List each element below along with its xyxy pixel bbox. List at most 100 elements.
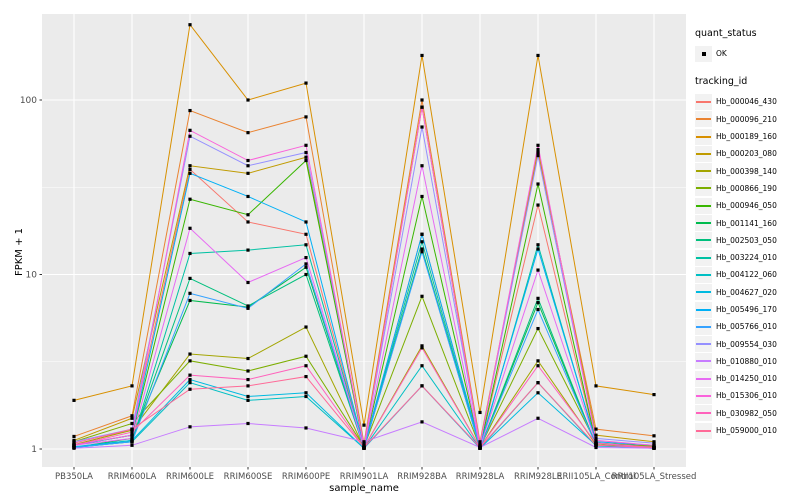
data-point bbox=[362, 423, 366, 427]
data-point bbox=[536, 154, 540, 158]
legend-key-line-icon bbox=[695, 301, 712, 318]
data-point bbox=[478, 410, 482, 415]
data-point bbox=[188, 23, 192, 27]
x-tick-label: RRIM600SE bbox=[224, 472, 273, 482]
data-point bbox=[188, 108, 192, 113]
data-point bbox=[130, 427, 134, 431]
legend-key-line-icon bbox=[695, 422, 712, 439]
x-tick-label: RRIM928LA bbox=[456, 472, 505, 482]
legend-entry-Hb_001141_160: Hb_001141_160 bbox=[695, 214, 798, 232]
x-tick-label: RRII105LA_Control bbox=[557, 472, 636, 482]
data-point bbox=[536, 364, 540, 368]
legend-title-tracking-id: tracking_id bbox=[695, 76, 748, 88]
legend-entry-Hb_000046_430: Hb_000046_430 bbox=[695, 93, 798, 110]
legend-key-line-icon bbox=[695, 370, 712, 387]
data-point bbox=[130, 421, 134, 426]
data-point bbox=[536, 326, 540, 331]
legend-entry-label: Hb_003224_010 bbox=[716, 253, 777, 263]
data-point bbox=[188, 164, 192, 168]
data-point bbox=[536, 296, 540, 300]
data-point bbox=[304, 374, 308, 379]
data-point bbox=[420, 420, 424, 424]
data-point bbox=[304, 325, 308, 329]
data-point bbox=[130, 414, 134, 418]
x-tick-label: RRIM901LA bbox=[340, 472, 389, 482]
data-point bbox=[304, 143, 308, 147]
data-point bbox=[594, 436, 598, 441]
data-point bbox=[246, 164, 250, 168]
data-point bbox=[130, 416, 134, 420]
series-color-line-icon bbox=[696, 118, 711, 121]
legend-key-line-icon bbox=[695, 318, 712, 335]
legend-entry-label: Hb_000096_210 bbox=[716, 114, 777, 124]
series-color-line-icon bbox=[696, 291, 711, 294]
data-point bbox=[304, 426, 308, 430]
legend-entry-label: Hb_000046_430 bbox=[716, 97, 777, 107]
legend-entry-Hb_000096_210: Hb_000096_210 bbox=[695, 111, 798, 128]
data-point bbox=[188, 381, 192, 385]
data-point bbox=[536, 307, 540, 312]
series-color-line-icon bbox=[696, 343, 711, 346]
series-color-line-icon bbox=[696, 394, 711, 397]
data-point bbox=[188, 251, 192, 256]
legend-entry-Hb_000946_050: Hb_000946_050 bbox=[695, 197, 798, 214]
data-point bbox=[188, 197, 192, 201]
data-point bbox=[420, 194, 424, 199]
data-point bbox=[188, 128, 192, 132]
data-point bbox=[72, 446, 76, 450]
series-color-line-icon bbox=[696, 222, 711, 225]
legend-entry-Hb_005766_010: Hb_005766_010 bbox=[695, 318, 798, 335]
legend-entry-Hb_005496_170: Hb_005496_170 bbox=[695, 301, 798, 318]
data-point bbox=[188, 373, 192, 377]
legend-key-line-icon bbox=[695, 387, 712, 404]
data-point bbox=[188, 226, 192, 230]
data-point bbox=[246, 304, 250, 308]
legend-entry-label: Hb_000946_050 bbox=[716, 201, 777, 211]
x-axis-title: sample_name bbox=[329, 483, 399, 494]
data-point bbox=[594, 438, 598, 443]
legend: quant_status OK tracking_id Hb_000046_43… bbox=[695, 28, 798, 453]
data-point bbox=[246, 356, 250, 361]
data-point bbox=[72, 398, 76, 402]
legend-key-line-icon bbox=[695, 405, 712, 422]
data-point bbox=[246, 377, 250, 382]
data-point bbox=[246, 398, 250, 402]
legend-key-line-icon bbox=[695, 93, 712, 110]
data-point bbox=[594, 443, 598, 447]
data-point bbox=[420, 98, 424, 102]
data-point bbox=[246, 213, 250, 217]
data-point bbox=[536, 143, 540, 147]
y-tick-label: 1 bbox=[31, 445, 37, 455]
legend-entry-label: Hb_015306_010 bbox=[716, 391, 777, 401]
legend-key-line-icon bbox=[695, 163, 712, 180]
data-point bbox=[304, 265, 308, 269]
data-point bbox=[594, 427, 598, 431]
data-point bbox=[478, 440, 482, 444]
data-point bbox=[362, 445, 366, 450]
data-point bbox=[304, 272, 308, 277]
x-tick-label: RRII105LA_Stressed bbox=[612, 472, 697, 482]
data-point bbox=[536, 391, 540, 395]
legend-entry-label: Hb_005766_010 bbox=[716, 322, 777, 332]
data-point bbox=[536, 150, 540, 155]
data-point bbox=[478, 443, 482, 447]
series-color-line-icon bbox=[696, 308, 711, 311]
legend-entry-Hb_009554_030: Hb_009554_030 bbox=[695, 335, 798, 353]
data-point bbox=[536, 247, 540, 251]
data-point bbox=[304, 255, 308, 260]
data-point bbox=[246, 220, 250, 224]
data-point bbox=[420, 344, 424, 348]
data-point bbox=[304, 158, 308, 163]
data-point bbox=[130, 384, 134, 388]
data-point bbox=[304, 364, 308, 368]
x-tick-label: PB350LA bbox=[55, 472, 93, 482]
data-point bbox=[536, 147, 540, 152]
data-point bbox=[594, 441, 598, 445]
legend-entry-Hb_004122_060: Hb_004122_060 bbox=[695, 266, 798, 283]
legend-entry-label: Hb_002503_050 bbox=[716, 235, 777, 245]
data-point bbox=[246, 194, 250, 199]
legend-key-line-icon bbox=[695, 249, 712, 266]
data-point bbox=[536, 203, 540, 207]
